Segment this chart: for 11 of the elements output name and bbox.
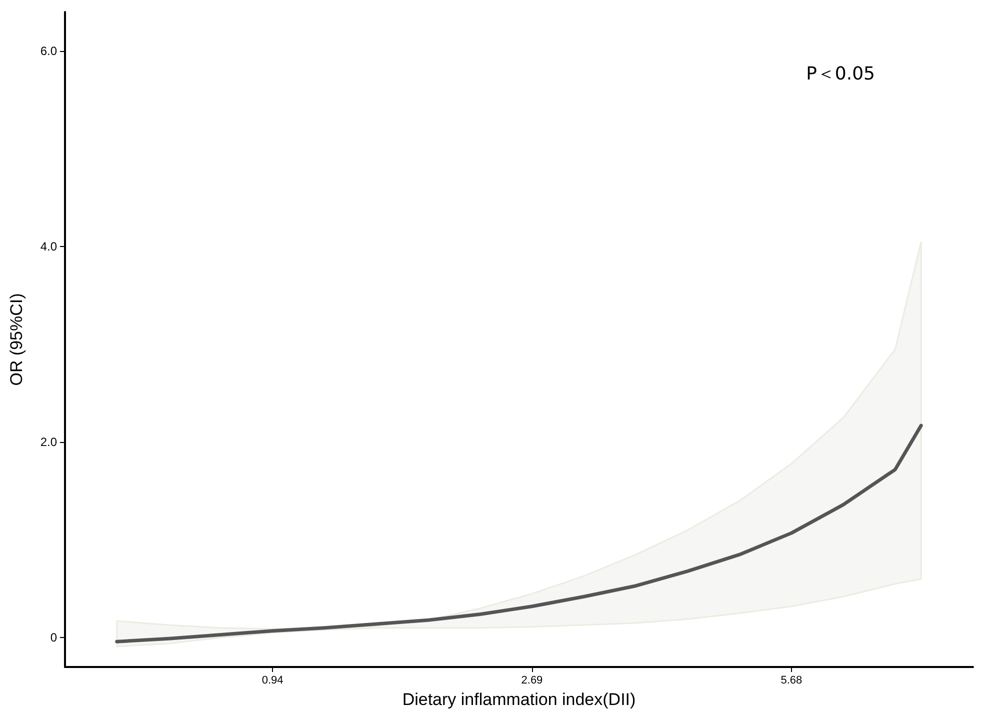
x-tick-label: 0.94 [262,674,284,686]
annotation: P＜0.05 [806,64,876,84]
y-tick-label: 0 [50,630,58,645]
line-series [115,424,923,644]
y-axis-title: OR (95%CI) [7,293,26,386]
x-axis-title: Dietary inflammation index(DII) [402,690,636,709]
y-tick-label: 2.0 [40,435,58,450]
y-tick-label: 4.0 [40,240,58,254]
y-tick-label: 6.0 [40,44,58,58]
x-tick-label: 2.69 [521,674,543,686]
x-tick-label: 5.68 [780,674,802,686]
